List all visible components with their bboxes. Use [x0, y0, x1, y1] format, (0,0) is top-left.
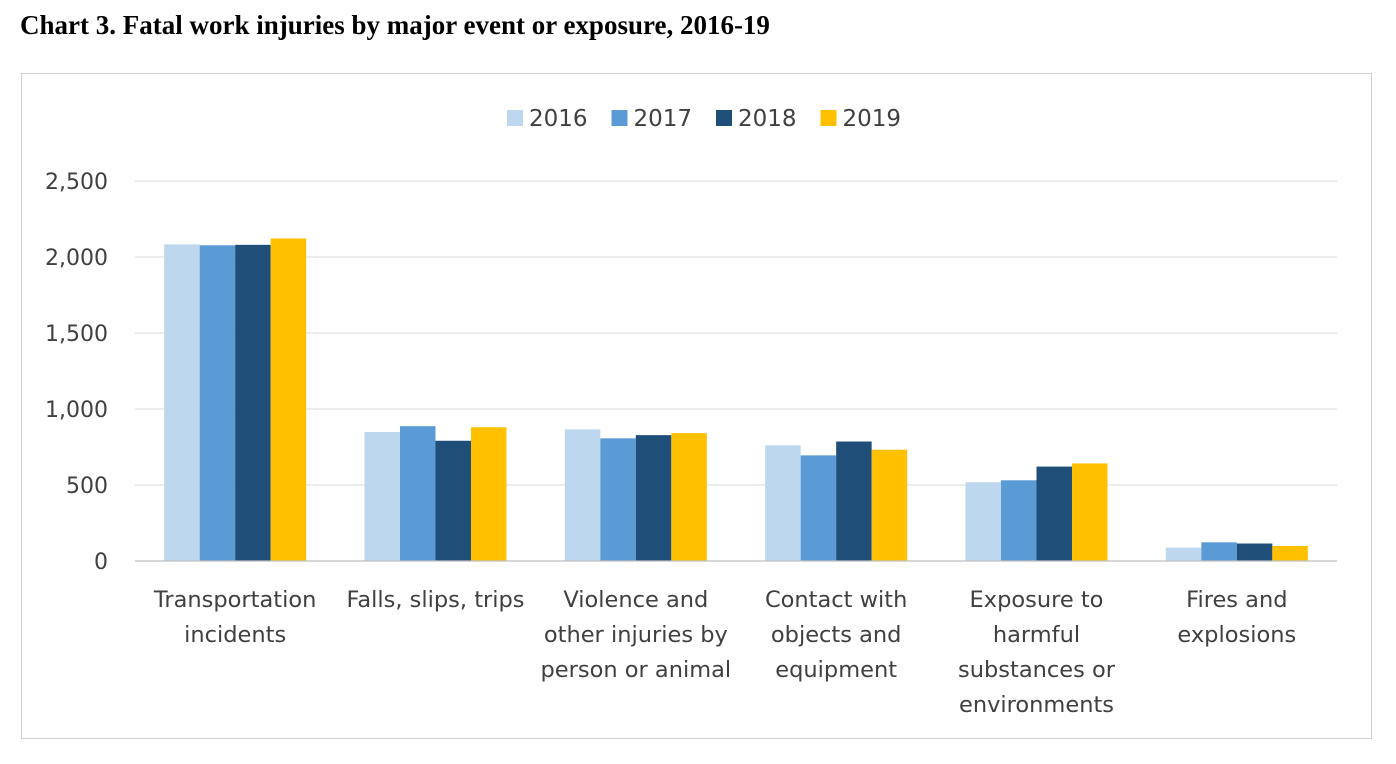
bar-2019: [671, 433, 707, 561]
y-tick-label: 2,000: [45, 246, 108, 271]
legend-label: 2017: [634, 106, 693, 132]
x-category-label: Contact with: [765, 587, 907, 613]
chart-title: Chart 3. Fatal work injuries by major ev…: [20, 10, 770, 40]
y-tick-label: 1,000: [45, 398, 108, 423]
y-tick-label: 500: [66, 474, 108, 499]
legend-swatch-2016: [507, 110, 523, 126]
bar-2017: [600, 438, 636, 561]
bar-2016: [965, 482, 1001, 561]
bar-2018: [1036, 466, 1072, 561]
x-category-label: person or animal: [540, 657, 731, 683]
x-category-label: harmful: [993, 622, 1080, 648]
bar-2019: [871, 449, 908, 561]
x-category-label: objects and: [771, 622, 902, 648]
x-category-label: environments: [959, 692, 1114, 718]
bar-2018: [435, 440, 471, 561]
bar-2019: [1072, 463, 1108, 561]
x-category-label: Violence and: [563, 587, 708, 613]
legend: 2016 2017 2018 2019: [507, 106, 901, 132]
legend-swatch-2019: [820, 110, 837, 126]
chart-frame: [21, 73, 1372, 739]
bar-2017: [1201, 542, 1237, 561]
legend-label: 2016: [529, 106, 588, 132]
x-category-label: Falls, slips, trips: [346, 587, 524, 613]
bar-2019: [1272, 545, 1308, 561]
bar-2016: [364, 431, 400, 561]
bar-2018: [1236, 543, 1273, 561]
bar-2018: [836, 441, 872, 561]
y-tick-label: 1,500: [45, 322, 108, 347]
gridlines: [135, 180, 1337, 486]
y-tick-label: 2,500: [45, 170, 108, 195]
bar-2017: [1001, 480, 1037, 561]
legend-swatch-2018: [716, 110, 732, 126]
bar-2017: [199, 245, 236, 561]
bar-2016: [1165, 547, 1202, 561]
legend-label: 2018: [738, 106, 797, 132]
bar-2016: [765, 445, 801, 561]
y-axis-ticks: 0 500 1,000 1,500 2,000 2,500: [45, 170, 108, 575]
x-category-label: substances or: [958, 657, 1116, 683]
bar-2016: [164, 244, 200, 561]
x-category-label: explosions: [1177, 622, 1296, 648]
bar-2017: [400, 426, 436, 561]
legend-swatch-2017: [611, 110, 628, 126]
x-category-label: Exposure to: [970, 587, 1104, 613]
y-tick-label: 0: [94, 550, 108, 575]
bar-2019: [471, 427, 507, 561]
x-category-label: other injuries by: [544, 622, 728, 648]
x-category-label: incidents: [184, 622, 286, 648]
bar-2017: [800, 455, 837, 561]
x-category-label: Fires and: [1186, 587, 1287, 613]
bar-2019: [270, 238, 307, 561]
bar-2018: [635, 435, 672, 561]
bar-2018: [235, 244, 271, 561]
x-axis-category-labels: Transportation incidents Falls, slips, tri…: [153, 587, 1296, 718]
x-category-label: equipment: [775, 657, 897, 683]
x-category-label: Transportation: [153, 587, 316, 613]
legend-label: 2019: [843, 106, 902, 132]
bar-2016: [564, 429, 601, 561]
bars: [164, 238, 1308, 561]
